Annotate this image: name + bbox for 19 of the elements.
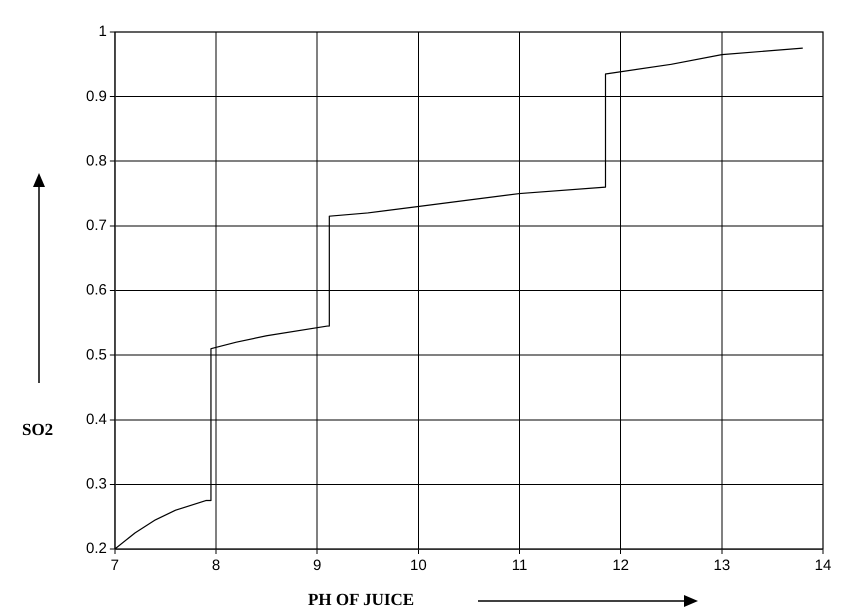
x-tick-label: 9 <box>313 557 322 574</box>
y-tick-label: 0.5 <box>86 346 107 364</box>
y-tick-label: 0.8 <box>86 152 107 170</box>
y-tick-label: 0.7 <box>86 217 107 234</box>
x-tick-label: 11 <box>512 557 528 574</box>
x-tick-label: 14 <box>814 557 832 574</box>
y-tick-label: 0.3 <box>86 476 107 493</box>
y-tick-label: 0.2 <box>86 540 107 558</box>
x-tick-label: 13 <box>713 557 730 574</box>
x-axis-title: PH OF JUICE <box>308 590 414 610</box>
x-tick-label: 12 <box>612 557 630 574</box>
y-tick-label: 0.9 <box>86 88 107 105</box>
y-tick-label: 0.6 <box>86 282 107 299</box>
x-tick-label: 8 <box>212 557 220 574</box>
x-tick-label: 10 <box>410 557 427 574</box>
y-axis-title: SO2 <box>22 420 54 440</box>
x-tick-label: 7 <box>110 557 120 574</box>
y-tick-label: 1 <box>98 23 107 40</box>
y-tick-label: 0.4 <box>86 410 107 428</box>
